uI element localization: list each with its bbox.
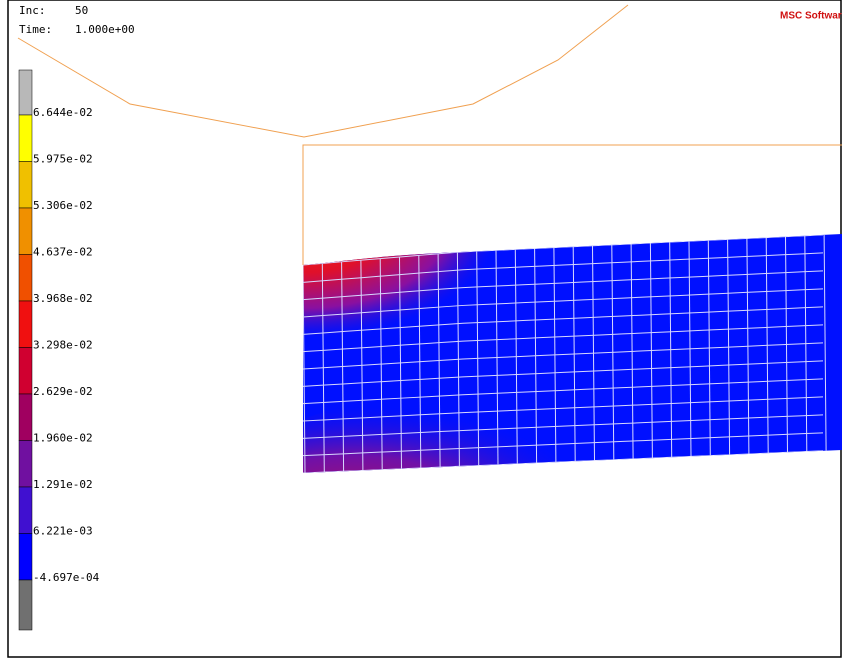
legend-swatch <box>19 70 32 115</box>
time-label: Time: <box>19 23 52 36</box>
legend-label: 1.960e-02 <box>33 432 93 445</box>
mesh <box>220 185 842 540</box>
legend-label: 5.975e-02 <box>33 153 93 166</box>
legend-swatch <box>19 394 32 441</box>
inc-label: Inc: <box>19 4 46 17</box>
time-value: 1.000e+00 <box>75 23 135 36</box>
legend-swatch <box>19 301 32 348</box>
legend-swatch <box>19 441 32 488</box>
legend-label: 5.306e-02 <box>33 199 93 212</box>
legend-swatch <box>19 162 32 209</box>
viewport: Inc: 50 Time: 1.000e+00 MSC Software 6.6… <box>0 0 842 658</box>
logo: MSC Software <box>780 11 842 22</box>
legend-swatch <box>19 348 32 395</box>
legend-label: 3.298e-02 <box>33 339 93 352</box>
legend-swatch <box>19 534 32 581</box>
legend-swatch <box>19 580 32 630</box>
legend-swatch <box>19 115 32 162</box>
legend-label: -4.697e-04 <box>33 571 100 584</box>
legend-label: 4.637e-02 <box>33 246 93 259</box>
page: Inc: 50 Time: 1.000e+00 MSC Software 6.6… <box>0 0 842 658</box>
legend-swatch <box>19 487 32 534</box>
legend-swatch <box>19 208 32 255</box>
inc-value: 50 <box>75 4 88 17</box>
legend-label: 3.968e-02 <box>33 292 93 305</box>
legend-label: 1.291e-02 <box>33 478 93 491</box>
legend-label: 6.644e-02 <box>33 106 93 119</box>
legend-swatch <box>19 255 32 302</box>
legend-label: 6.221e-03 <box>33 525 93 538</box>
legend-label: 2.629e-02 <box>33 385 93 398</box>
